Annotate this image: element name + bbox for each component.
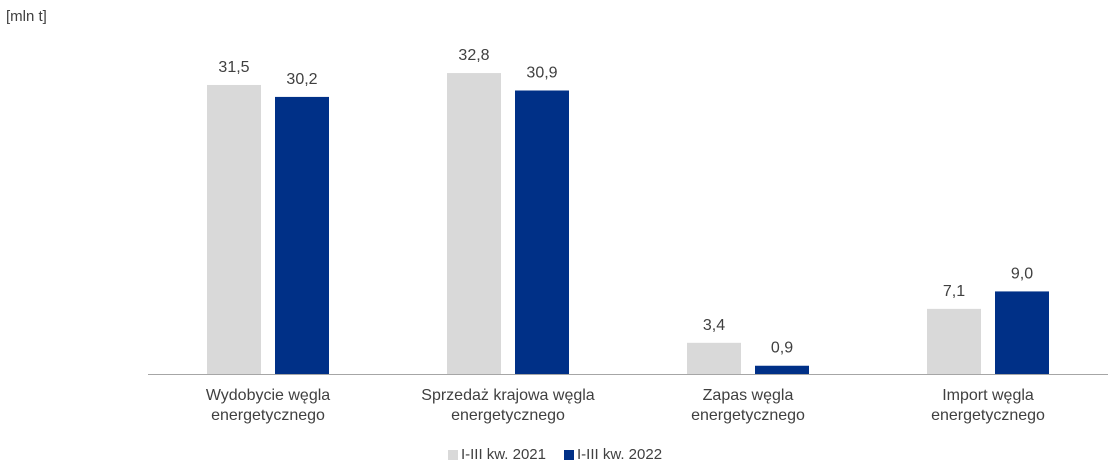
category-label: Zapas węgla bbox=[703, 387, 794, 404]
category-label: Wydobycie węgla bbox=[206, 387, 330, 404]
data-label: 7,1 bbox=[943, 283, 965, 300]
bar-2022-3 bbox=[995, 291, 1049, 374]
bar-chart: 31,5 30,2 Wydobycie węgla energetycznego 32,… bbox=[148, 47, 1108, 424]
bar-2022-1 bbox=[515, 90, 569, 375]
legend-item-2022: I-III kw. 2022 bbox=[564, 446, 662, 463]
data-label: 0,9 bbox=[771, 340, 793, 357]
data-label: 30,2 bbox=[286, 71, 317, 88]
data-label: 32,8 bbox=[458, 47, 489, 64]
bar-2022-2 bbox=[755, 365, 809, 374]
bar-2021-3 bbox=[927, 308, 981, 374]
data-label: 31,5 bbox=[218, 59, 249, 76]
legend-item-2021: I-III kw. 2021 bbox=[447, 446, 546, 463]
legend-swatch-2022 bbox=[564, 449, 574, 460]
legend-label-2022: I-III kw. 2022 bbox=[577, 446, 663, 463]
bar-2022-0 bbox=[275, 96, 329, 374]
bar-2021-1 bbox=[447, 73, 501, 374]
data-label: 9,0 bbox=[1011, 265, 1033, 282]
bar-2021-0 bbox=[207, 84, 261, 375]
category-label: energetycznego bbox=[451, 407, 565, 424]
category-label: Sprzedaż krajowa węgla bbox=[421, 387, 595, 404]
legend: I-III kw. 2021 I-III kw. 2022 bbox=[0, 446, 1110, 463]
category-label: energetycznego bbox=[691, 407, 805, 424]
category-label: Import węgla bbox=[942, 387, 1034, 404]
data-label: 3,4 bbox=[703, 317, 725, 334]
legend-label-2021: I-III kw. 2021 bbox=[460, 446, 546, 463]
bar-2021-2 bbox=[687, 342, 741, 374]
data-label: 30,9 bbox=[526, 64, 557, 81]
category-label: energetycznego bbox=[931, 407, 1045, 424]
unit-label: [mln t] bbox=[6, 8, 47, 25]
category-label: energetycznego bbox=[211, 407, 325, 424]
legend-swatch-2021 bbox=[447, 449, 458, 460]
